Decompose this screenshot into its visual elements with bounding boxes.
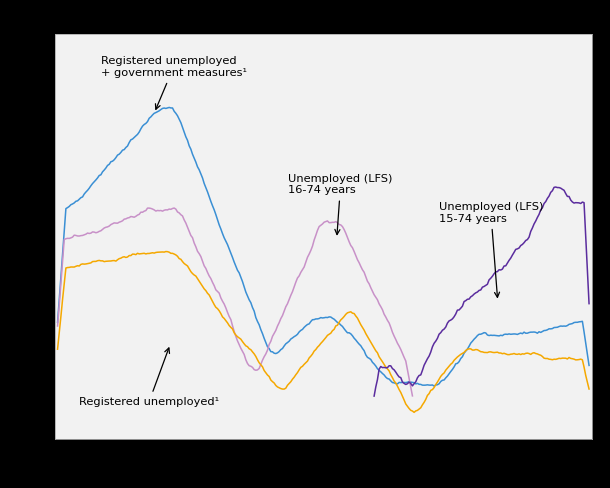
Text: Unemployed (LFS)
16-74 years: Unemployed (LFS) 16-74 years (289, 174, 393, 235)
Text: Registered unemployed¹: Registered unemployed¹ (79, 348, 219, 407)
Text: Unemployed (LFS)
15-74 years: Unemployed (LFS) 15-74 years (439, 202, 543, 297)
Text: Registered unemployed
+ government measures¹: Registered unemployed + government measu… (101, 57, 246, 109)
